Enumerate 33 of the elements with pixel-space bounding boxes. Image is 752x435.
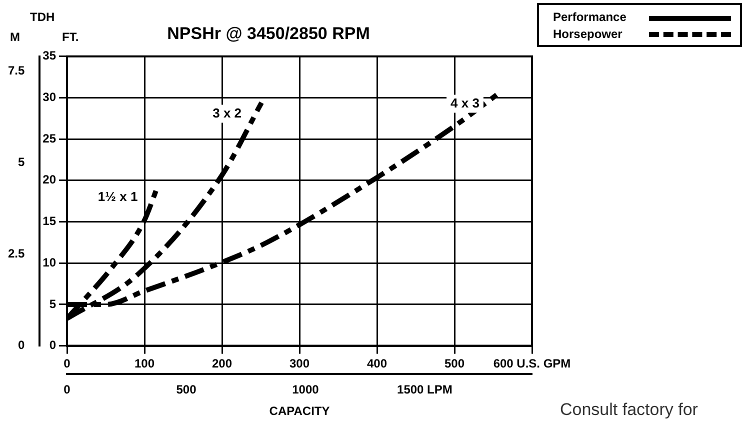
y2-axis-title: M: [10, 30, 20, 44]
x-tick-label: 300: [290, 356, 310, 370]
x2-tick-label: 500: [176, 382, 197, 397]
y-tick-label: 10: [42, 255, 56, 270]
y-tick-label: 30: [42, 90, 56, 104]
x-tick-label: 500: [444, 356, 465, 370]
y-tick-label: 20: [42, 172, 56, 187]
x2-tick-label: 1500 LPM: [397, 382, 452, 397]
x2-tick-label: 0: [64, 382, 71, 397]
series-label: 3 x 2: [212, 105, 242, 120]
legend-key: Performance Horsepower: [537, 3, 742, 47]
series-label: 1½ x 1: [98, 188, 138, 204]
y2-tick-label: 2.5: [8, 246, 25, 261]
y-tick-label: 15: [42, 214, 56, 228]
x2-tick-label: 1000: [292, 382, 320, 397]
y2-tick-label: 5: [18, 154, 25, 169]
x-tick-label: 100: [134, 356, 155, 370]
text: Consult factory for: [560, 400, 698, 420]
x-axis-title: CAPACITY: [269, 404, 330, 418]
y-tick-label: 5: [49, 296, 56, 311]
y-tick-label: 35: [42, 48, 56, 63]
series-label: 4 x 3: [450, 95, 480, 110]
x-tick-label: 400: [366, 356, 388, 370]
y-axis-title: FT.: [62, 30, 79, 44]
text: TDH: [30, 10, 55, 24]
y-tick-label: 25: [42, 131, 56, 146]
chart-title: NPSHr @ 3450/2850 RPM: [167, 24, 370, 43]
y-tick-label: 0: [49, 338, 56, 352]
x-tick-label: 600 U.S. GPM: [493, 356, 571, 370]
x-tick-label: 200: [212, 356, 232, 370]
y2-tick-label: 7.5: [8, 63, 25, 78]
x-tick-label: 0: [64, 356, 71, 370]
y2-tick-label: 0: [18, 338, 25, 352]
